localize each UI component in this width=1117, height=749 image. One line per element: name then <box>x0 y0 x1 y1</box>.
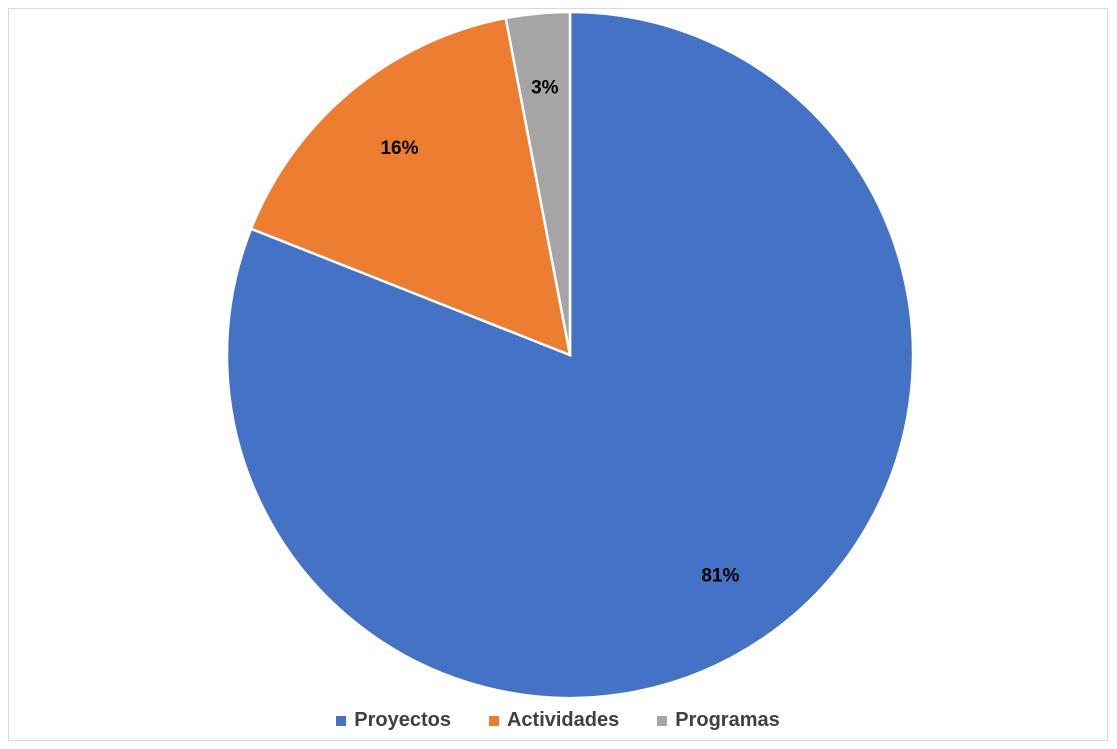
legend: Proyectos Actividades Programas <box>9 709 1107 732</box>
data-label-actividades: 16% <box>380 138 418 159</box>
legend-label: Actividades <box>506 709 620 731</box>
pie-slice-programas <box>504 10 572 356</box>
pie-slice-actividades <box>249 16 572 357</box>
data-label-programas: 3% <box>531 78 559 99</box>
legend-label: Proyectos <box>354 709 451 731</box>
legend-item-programas: Programas <box>657 709 780 732</box>
legend-item-actividades: Actividades <box>488 709 620 732</box>
legend-swatch <box>657 715 668 726</box>
legend-swatch <box>488 715 499 726</box>
legend-swatch <box>336 715 347 726</box>
pie-chart: 81% 16% 3% <box>225 10 915 700</box>
legend-label: Programas <box>675 709 780 731</box>
legend-item-proyectos: Proyectos <box>336 709 451 732</box>
chart-area: 81% 16% 3% Proyectos Actividades Programas <box>8 8 1108 741</box>
data-label-proyectos: 81% <box>701 565 739 586</box>
